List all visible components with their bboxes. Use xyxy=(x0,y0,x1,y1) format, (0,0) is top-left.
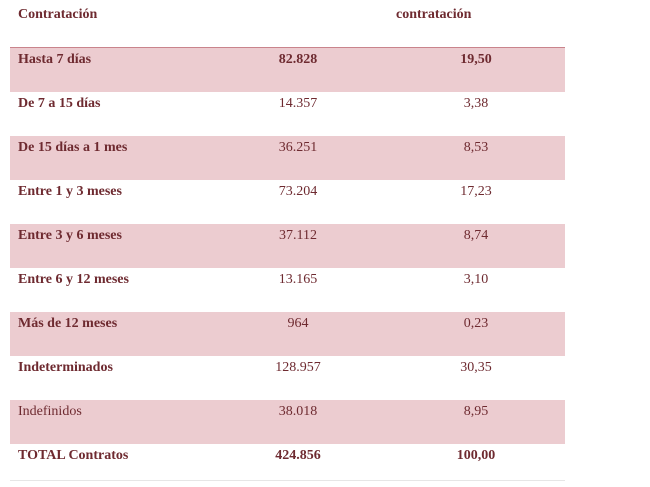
row-label: Indeterminados xyxy=(18,360,113,375)
count-cell: 38.018 xyxy=(278,404,318,419)
row-band xyxy=(10,136,565,180)
bottom-rule xyxy=(10,480,565,481)
percent-cell: 3,38 xyxy=(463,96,489,111)
count-cell: 14.357 xyxy=(278,96,318,111)
row-label: De 7 a 15 días xyxy=(18,96,101,111)
count-cell: 128.957 xyxy=(275,360,321,375)
percent-cell: 17,23 xyxy=(460,184,492,199)
count-cell: 36.251 xyxy=(278,140,318,155)
percent-cell: 3,10 xyxy=(463,272,489,287)
header-rule xyxy=(10,47,565,48)
count-cell: 424.856 xyxy=(275,448,321,463)
count-cell: 13.165 xyxy=(278,272,318,287)
count-cell: 73.204 xyxy=(278,184,318,199)
row-band xyxy=(10,48,565,92)
count-cell: 82.828 xyxy=(278,52,318,67)
row-label: TOTAL Contratos xyxy=(18,448,129,463)
row-band xyxy=(10,224,565,268)
row-label: De 15 días a 1 mes xyxy=(18,140,128,155)
row-band xyxy=(10,312,565,356)
count-cell: 964 xyxy=(287,316,309,331)
row-label: Entre 3 y 6 meses xyxy=(18,228,122,243)
percent-cell: 8,95 xyxy=(463,404,489,419)
row-band xyxy=(10,400,565,444)
row-label: Entre 6 y 12 meses xyxy=(18,272,129,287)
percent-cell: 19,50 xyxy=(460,52,492,67)
percent-cell: 8,74 xyxy=(463,228,489,243)
percent-cell: 100,00 xyxy=(456,448,496,463)
row-label: Hasta 7 días xyxy=(18,52,92,67)
row-label: Indefinidos xyxy=(18,404,82,419)
percent-cell: 30,35 xyxy=(460,360,492,375)
header-cell: contratación xyxy=(396,7,472,22)
row-label: Entre 1 y 3 meses xyxy=(18,184,122,199)
row-label: Más de 12 meses xyxy=(18,316,118,331)
percent-cell: 0,23 xyxy=(463,316,489,331)
header-cell: Contratación xyxy=(18,7,98,22)
percent-cell: 8,53 xyxy=(463,140,489,155)
count-cell: 37.112 xyxy=(279,228,317,243)
